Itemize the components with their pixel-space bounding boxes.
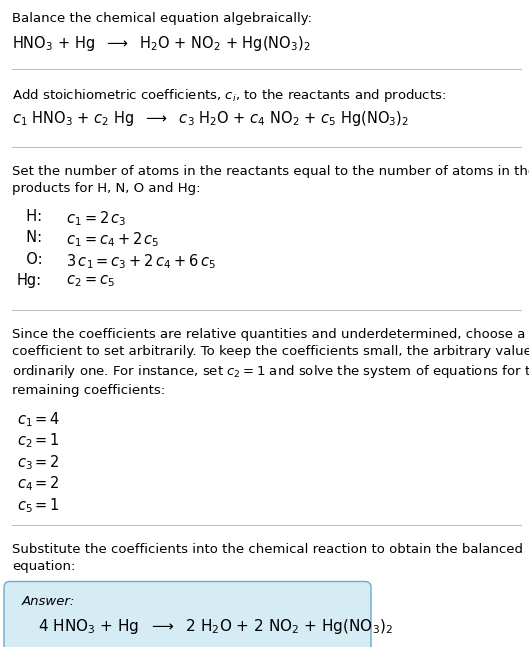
Text: H:: H: [17,209,42,224]
FancyBboxPatch shape [4,582,371,647]
Text: $c_1 = c_4 + 2\,c_5$: $c_1 = c_4 + 2\,c_5$ [57,230,160,249]
Text: N:: N: [17,230,42,245]
Text: $3\,c_1 = c_3 + 2\,c_4 + 6\,c_5$: $3\,c_1 = c_3 + 2\,c_4 + 6\,c_5$ [57,252,216,270]
Text: $c_4 = 2$: $c_4 = 2$ [17,474,60,493]
Text: $c_1 = 2\,c_3$: $c_1 = 2\,c_3$ [57,209,126,228]
Text: $c_3 = 2$: $c_3 = 2$ [17,453,60,472]
Text: $c_1$ HNO$_3$ + $c_2$ Hg  $\longrightarrow$  $c_3$ H$_2$O + $c_4$ NO$_2$ + $c_5$: $c_1$ HNO$_3$ + $c_2$ Hg $\longrightarro… [12,109,409,128]
Text: O:: O: [17,252,43,267]
Text: Answer:: Answer: [22,595,75,608]
Text: 4 HNO$_3$ + Hg  $\longrightarrow$  2 H$_2$O + 2 NO$_2$ + Hg(NO$_3$)$_2$: 4 HNO$_3$ + Hg $\longrightarrow$ 2 H$_2$… [38,617,393,637]
Text: $c_1 = 4$: $c_1 = 4$ [17,410,60,429]
Text: $c_2 = 1$: $c_2 = 1$ [17,432,60,450]
Text: Since the coefficients are relative quantities and underdetermined, choose a
coe: Since the coefficients are relative quan… [12,328,529,397]
Text: Balance the chemical equation algebraically:: Balance the chemical equation algebraica… [12,12,312,25]
Text: $c_2 = c_5$: $c_2 = c_5$ [57,274,115,289]
Text: $c_5 = 1$: $c_5 = 1$ [17,496,60,515]
Text: HNO$_3$ + Hg  $\longrightarrow$  H$_2$O + NO$_2$ + Hg(NO$_3$)$_2$: HNO$_3$ + Hg $\longrightarrow$ H$_2$O + … [12,34,311,53]
Text: Hg:: Hg: [17,274,42,289]
Text: Set the number of atoms in the reactants equal to the number of atoms in the
pro: Set the number of atoms in the reactants… [12,165,529,195]
Text: Substitute the coefficients into the chemical reaction to obtain the balanced
eq: Substitute the coefficients into the che… [12,543,523,573]
Text: Add stoichiometric coefficients, $c_i$, to the reactants and products:: Add stoichiometric coefficients, $c_i$, … [12,87,446,104]
